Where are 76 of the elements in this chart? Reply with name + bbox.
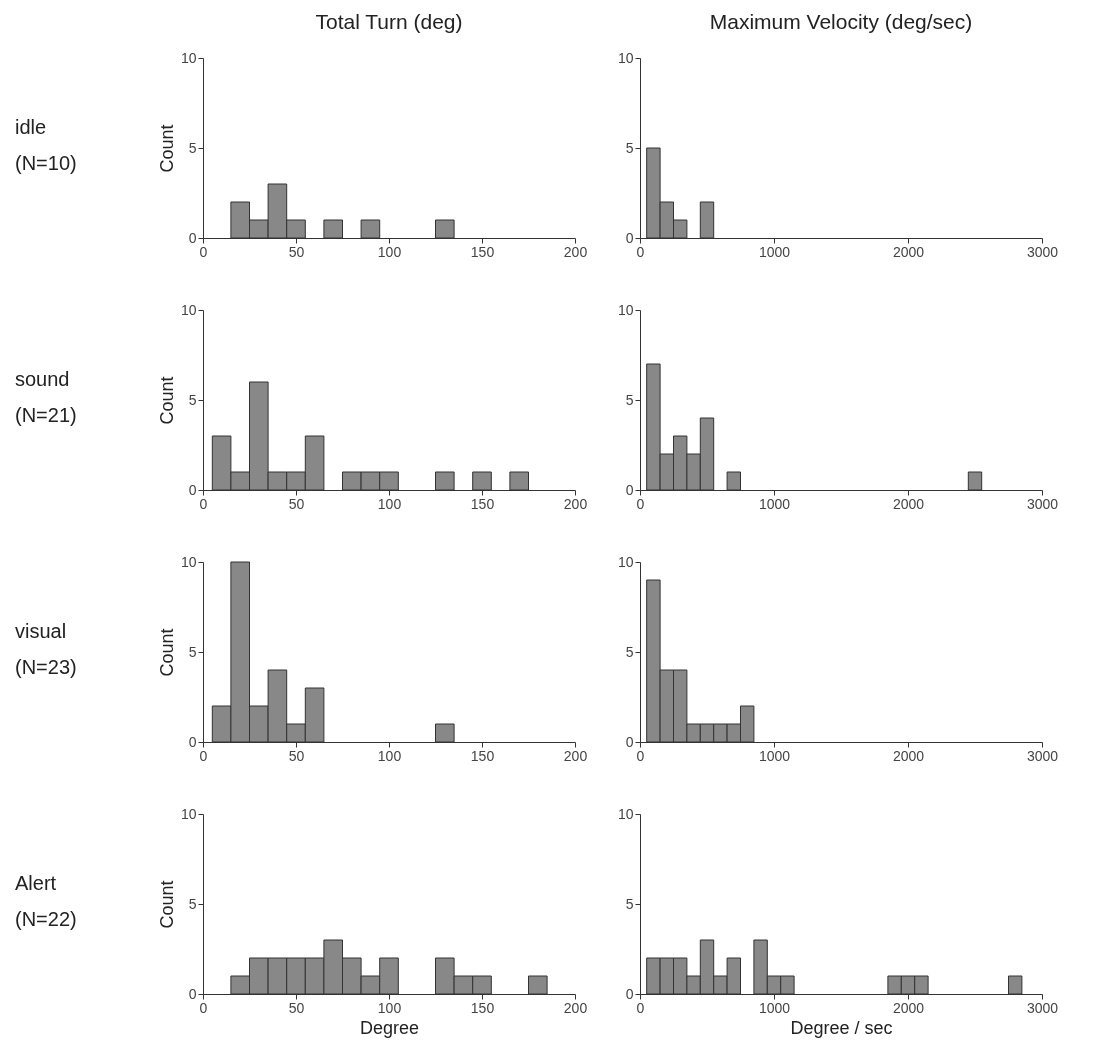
x-tick-label: 0 bbox=[199, 243, 208, 260]
text: (N=23) bbox=[15, 656, 77, 678]
x-axis-title: Degree bbox=[359, 1017, 420, 1038]
x-tick-label: 3000 bbox=[1026, 999, 1059, 1016]
x-tick-label: 0 bbox=[636, 747, 645, 764]
y-tick-label: 0 bbox=[188, 229, 197, 246]
y-tick-label: 5 bbox=[625, 139, 634, 156]
text: (N=21) bbox=[15, 404, 77, 426]
text: (N=22) bbox=[15, 908, 77, 930]
x-tick-label: 2000 bbox=[892, 747, 925, 764]
y-tick-label: 10 bbox=[617, 49, 634, 66]
x-tick-label: 3000 bbox=[1026, 747, 1059, 764]
x-tick-label: 50 bbox=[288, 243, 305, 260]
x-tick-label: 150 bbox=[470, 999, 495, 1016]
x-tick-label: 50 bbox=[288, 747, 305, 764]
x-tick-label: 2000 bbox=[892, 495, 925, 512]
y-tick-label: 0 bbox=[188, 985, 197, 1002]
x-axis-title: Degree / sec bbox=[790, 1017, 893, 1038]
x-tick-label: 2000 bbox=[892, 999, 925, 1016]
x-tick-label: 50 bbox=[288, 999, 305, 1016]
y-tick-label: 5 bbox=[188, 643, 197, 660]
x-tick-label: 100 bbox=[377, 243, 402, 260]
y-tick-label: 10 bbox=[180, 553, 197, 570]
x-tick-label: 200 bbox=[563, 495, 588, 512]
y-tick-label: 5 bbox=[625, 895, 634, 912]
y-tick-label: 0 bbox=[625, 733, 634, 750]
x-tick-label: 1000 bbox=[758, 495, 791, 512]
text: (N=10) bbox=[15, 152, 77, 174]
y-tick-label: 0 bbox=[625, 481, 634, 498]
y-tick-label: 10 bbox=[617, 553, 634, 570]
x-tick-label: 2000 bbox=[892, 243, 925, 260]
x-tick-label: 0 bbox=[199, 495, 208, 512]
y-tick-label: 5 bbox=[625, 391, 634, 408]
y-tick-label: 10 bbox=[180, 805, 197, 822]
y-tick-label: 10 bbox=[617, 301, 634, 318]
x-tick-label: 0 bbox=[636, 999, 645, 1016]
text: idle bbox=[15, 116, 47, 138]
y-tick-label: 10 bbox=[180, 49, 197, 66]
y-tick-label: 10 bbox=[617, 805, 634, 822]
x-tick-label: 0 bbox=[199, 747, 208, 764]
y-tick-label: 5 bbox=[188, 139, 197, 156]
y-tick-label: 5 bbox=[188, 895, 197, 912]
x-tick-label: 1000 bbox=[758, 747, 791, 764]
y-tick-label: 5 bbox=[625, 643, 634, 660]
y-tick-label: 5 bbox=[188, 391, 197, 408]
x-tick-label: 100 bbox=[377, 495, 402, 512]
text: sound bbox=[15, 368, 70, 390]
x-tick-label: 200 bbox=[563, 243, 588, 260]
y-axis-title: Count bbox=[156, 124, 177, 173]
y-tick-label: 0 bbox=[188, 733, 197, 750]
x-tick-label: 200 bbox=[563, 747, 588, 764]
chart-title: Total Turn (deg) bbox=[315, 10, 463, 33]
x-tick-label: 0 bbox=[636, 495, 645, 512]
x-tick-label: 50 bbox=[288, 495, 305, 512]
y-tick-label: 0 bbox=[625, 229, 634, 246]
chart-title: Maximum Velocity (deg/sec) bbox=[709, 10, 973, 33]
x-tick-label: 100 bbox=[377, 999, 402, 1016]
text: visual bbox=[15, 620, 67, 642]
x-tick-label: 1000 bbox=[758, 243, 791, 260]
x-tick-label: 150 bbox=[470, 495, 495, 512]
y-tick-label: 10 bbox=[180, 301, 197, 318]
text: Alert bbox=[15, 872, 57, 894]
y-tick-label: 0 bbox=[188, 481, 197, 498]
y-tick-label: 0 bbox=[625, 985, 634, 1002]
x-tick-label: 200 bbox=[563, 999, 588, 1016]
y-axis-title: Count bbox=[156, 376, 177, 425]
x-tick-label: 3000 bbox=[1026, 495, 1059, 512]
x-tick-label: 0 bbox=[636, 243, 645, 260]
x-tick-label: 1000 bbox=[758, 999, 791, 1016]
x-tick-label: 100 bbox=[377, 747, 402, 764]
x-tick-label: 3000 bbox=[1026, 243, 1059, 260]
y-axis-title: Count bbox=[156, 628, 177, 677]
x-tick-label: 150 bbox=[470, 243, 495, 260]
x-tick-label: 0 bbox=[199, 999, 208, 1016]
x-tick-label: 150 bbox=[470, 747, 495, 764]
y-axis-title: Count bbox=[156, 880, 177, 929]
